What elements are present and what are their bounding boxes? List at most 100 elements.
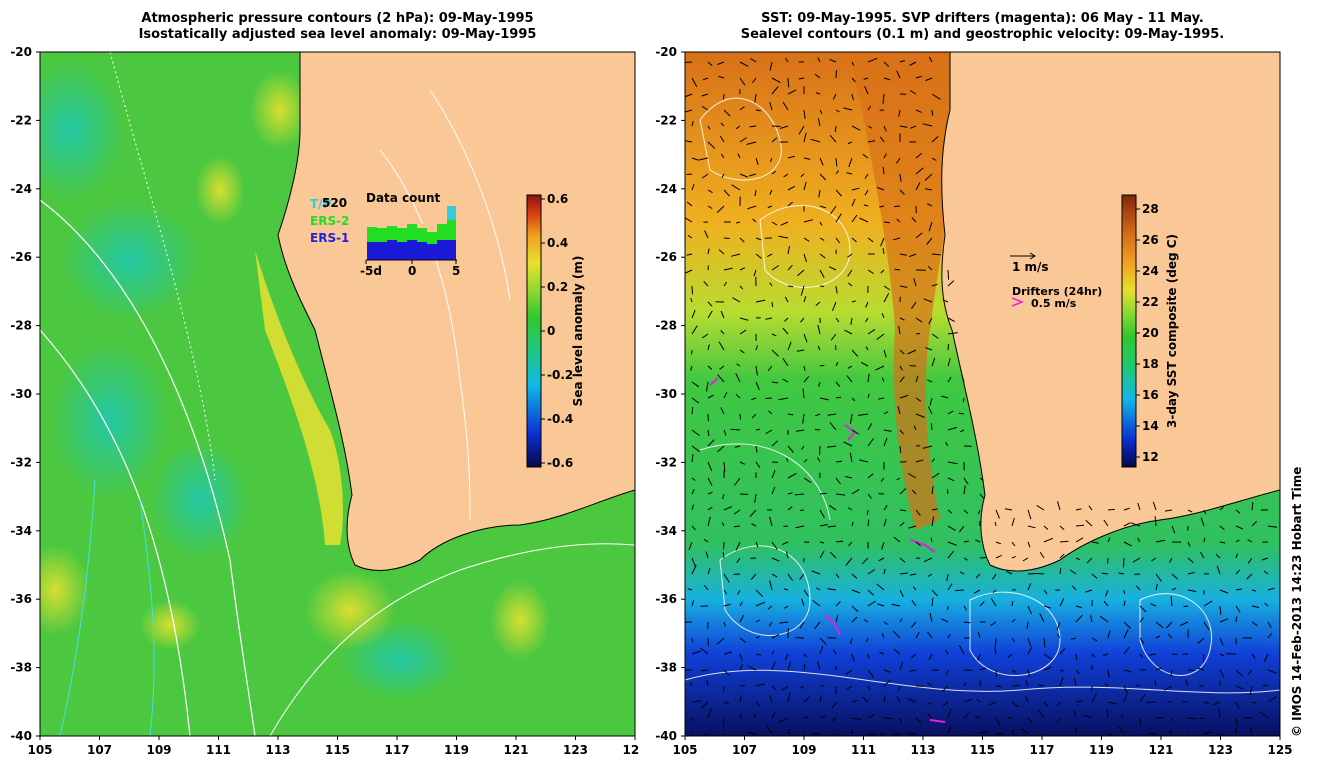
velocity-vector [787,413,794,416]
velocity-vector [819,364,825,367]
lon-tick-label: 125 [622,743,640,757]
bar-ers2 [437,224,447,240]
velocity-vector [803,109,806,119]
velocity-vector [927,265,933,271]
velocity-vector [803,376,810,383]
bar-ers2 [417,228,427,242]
velocity-vector [835,601,841,607]
velocity-vector [1059,540,1069,543]
velocity-vector [787,264,793,271]
velocity-vector [979,729,987,735]
velocity-vector [1123,685,1129,695]
velocity-vector [787,445,794,453]
velocity-vector [878,397,885,400]
velocity-vector [1026,621,1029,629]
velocity-vector [899,376,905,383]
velocity-vector [915,375,919,383]
sla-colorbar-label: Sea level anomaly (m) [571,256,585,407]
velocity-vector [1139,653,1143,658]
velocity-vector [926,203,933,207]
velocity-vector [851,93,854,101]
velocity-vector [1075,700,1083,703]
velocity-vector [867,328,876,335]
velocity-vector [1187,509,1193,513]
velocity-vector [1261,557,1269,561]
velocity-vector [915,75,922,79]
velocity-vector [894,268,901,271]
velocity-vector [924,188,933,191]
velocity-vector [915,459,924,463]
velocity-vector [767,605,773,610]
velocity-vector [1118,572,1125,575]
bar-ers2 [377,228,387,242]
velocity-vector [771,77,781,84]
lat-tick-label: -36 [655,592,677,606]
velocity-vector [817,118,821,127]
velocity-vector [734,477,741,486]
velocity-vector [867,714,875,719]
velocity-vector [787,201,793,207]
velocity-vector [691,397,700,404]
velocity-vector [892,630,901,639]
velocity-vector [723,621,726,627]
velocity-vector [1123,629,1129,639]
left-title-line1: Atmospheric pressure contours (2 hPa): 0… [141,11,534,26]
velocity-vector [751,397,757,401]
velocity-vector [941,395,949,399]
velocity-vector [751,523,757,527]
sla-colorbar-ticks: 0.6 0.4 0.2 0 -0.2 -0.4 -0.6 [541,192,573,470]
velocity-vector [818,189,821,198]
velocity-vector [723,685,725,692]
velocity-vector [1203,621,1210,631]
velocity-vector [883,505,888,511]
velocity-vector [1083,714,1093,719]
velocity-vector [755,589,764,598]
velocity-vector [755,445,758,453]
velocity-vector [690,297,693,303]
velocity-vector [707,248,710,255]
velocity-vector [1043,525,1049,530]
velocity-vector [1199,551,1205,559]
velocity-vector [962,733,965,736]
velocity-vector [691,700,702,703]
velocity-vector [832,649,837,655]
velocity-vector [739,637,747,643]
sla-low-region [150,440,250,560]
velocity-vector [703,280,709,287]
velocity-vector [851,349,859,357]
velocity-vector [995,541,1002,545]
velocity-vector [835,733,840,736]
velocity-vector [819,253,826,259]
velocity-vector [994,647,997,655]
velocity-vector [707,141,716,149]
drifter-track [929,719,946,723]
velocity-vector [802,388,805,399]
velocity-vector [962,397,965,403]
velocity-vector [691,717,695,722]
velocity-vector [835,615,839,623]
velocity-vector [819,715,826,719]
velocity-vector [704,230,709,239]
velocity-vector [735,373,741,383]
velocity-vector [925,347,933,351]
velocity-vector [1216,565,1221,575]
velocity-vector [765,429,773,435]
velocity-vector [1235,717,1238,726]
velocity-vector [782,378,789,383]
velocity-vector [867,140,876,143]
velocity-vector [723,733,727,736]
velocity-vectors [685,56,1277,736]
velocity-vector [930,537,933,543]
velocity-vector [1267,525,1277,528]
velocity-vector [819,637,828,646]
velocity-vector [1075,653,1078,660]
velocity-vector [707,344,710,351]
velocity-vector [881,632,885,639]
velocity-vector [851,573,858,579]
velocity-vector [811,570,821,575]
velocity-vector [755,701,761,707]
velocity-vector [1164,509,1173,512]
left-map-svg: 105 107 109 111 113 115 117 119 121 123 125 -20 -22 -… [10,45,640,757]
velocity-vector [819,646,824,655]
velocity-vector [1025,680,1029,687]
